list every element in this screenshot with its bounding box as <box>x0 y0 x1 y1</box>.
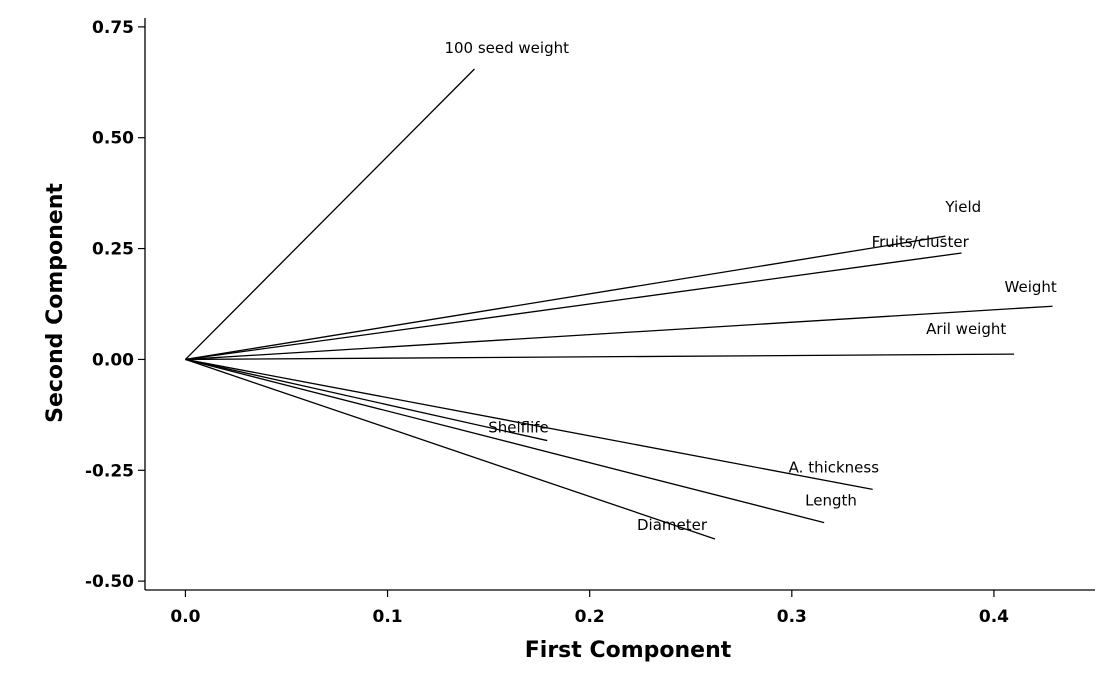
y-axis: -0.50 -0.25 0.00 0.25 0.50 0.75 <box>85 18 145 592</box>
y-tick-label: -0.50 <box>85 572 134 592</box>
x-axis-title: First Component <box>525 638 732 663</box>
loading-line-aril-weight <box>185 353 1015 361</box>
y-axis-title: Second Component <box>43 183 68 423</box>
loading-vectors <box>184 68 1053 540</box>
loading-label-weight: Weight <box>1005 278 1057 296</box>
x-tick-label: 0.2 <box>575 607 605 627</box>
x-tick-label: 0.0 <box>170 607 200 627</box>
loading-label-aril-weight: Aril weight <box>926 320 1006 338</box>
x-tick-label: 0.3 <box>777 607 807 627</box>
x-axis: 0.0 0.1 0.2 0.3 0.4 <box>170 590 1009 627</box>
loading-label-fruits-cluster: Fruits/cluster <box>872 233 970 251</box>
loading-line-length <box>185 358 825 524</box>
loading-line-fruits-cluster <box>185 252 962 361</box>
loading-line-100-seed-weight <box>184 68 475 360</box>
loading-label-a-thickness: A. thickness <box>789 458 880 476</box>
y-tick-label: 0.25 <box>92 240 134 260</box>
x-tick-label: 0.4 <box>979 607 1009 627</box>
y-tick-label: 0.75 <box>92 18 134 38</box>
loading-label-100-seed-weight: 100 seed weight <box>444 39 569 57</box>
y-tick-label: 0.00 <box>92 350 134 370</box>
loading-label-shelflife: Shelflife <box>488 419 549 437</box>
x-tick-label: 0.1 <box>372 607 402 627</box>
loading-line-a-thickness <box>185 358 873 490</box>
loading-label-yield: Yield <box>944 198 981 216</box>
loading-line-diameter <box>185 358 716 540</box>
loading-line-yield <box>185 235 946 361</box>
loading-line-weight <box>185 305 1053 361</box>
y-tick-label: -0.25 <box>85 461 134 481</box>
loading-labels: 100 seed weight Yield Fruits/cluster Weight… <box>444 39 1056 534</box>
loading-label-length: Length <box>805 492 857 510</box>
loading-label-diameter: Diameter <box>637 516 708 534</box>
loading-line-shelflife <box>185 358 548 442</box>
y-tick-label: 0.50 <box>92 129 134 149</box>
plot-frame <box>144 18 1095 591</box>
